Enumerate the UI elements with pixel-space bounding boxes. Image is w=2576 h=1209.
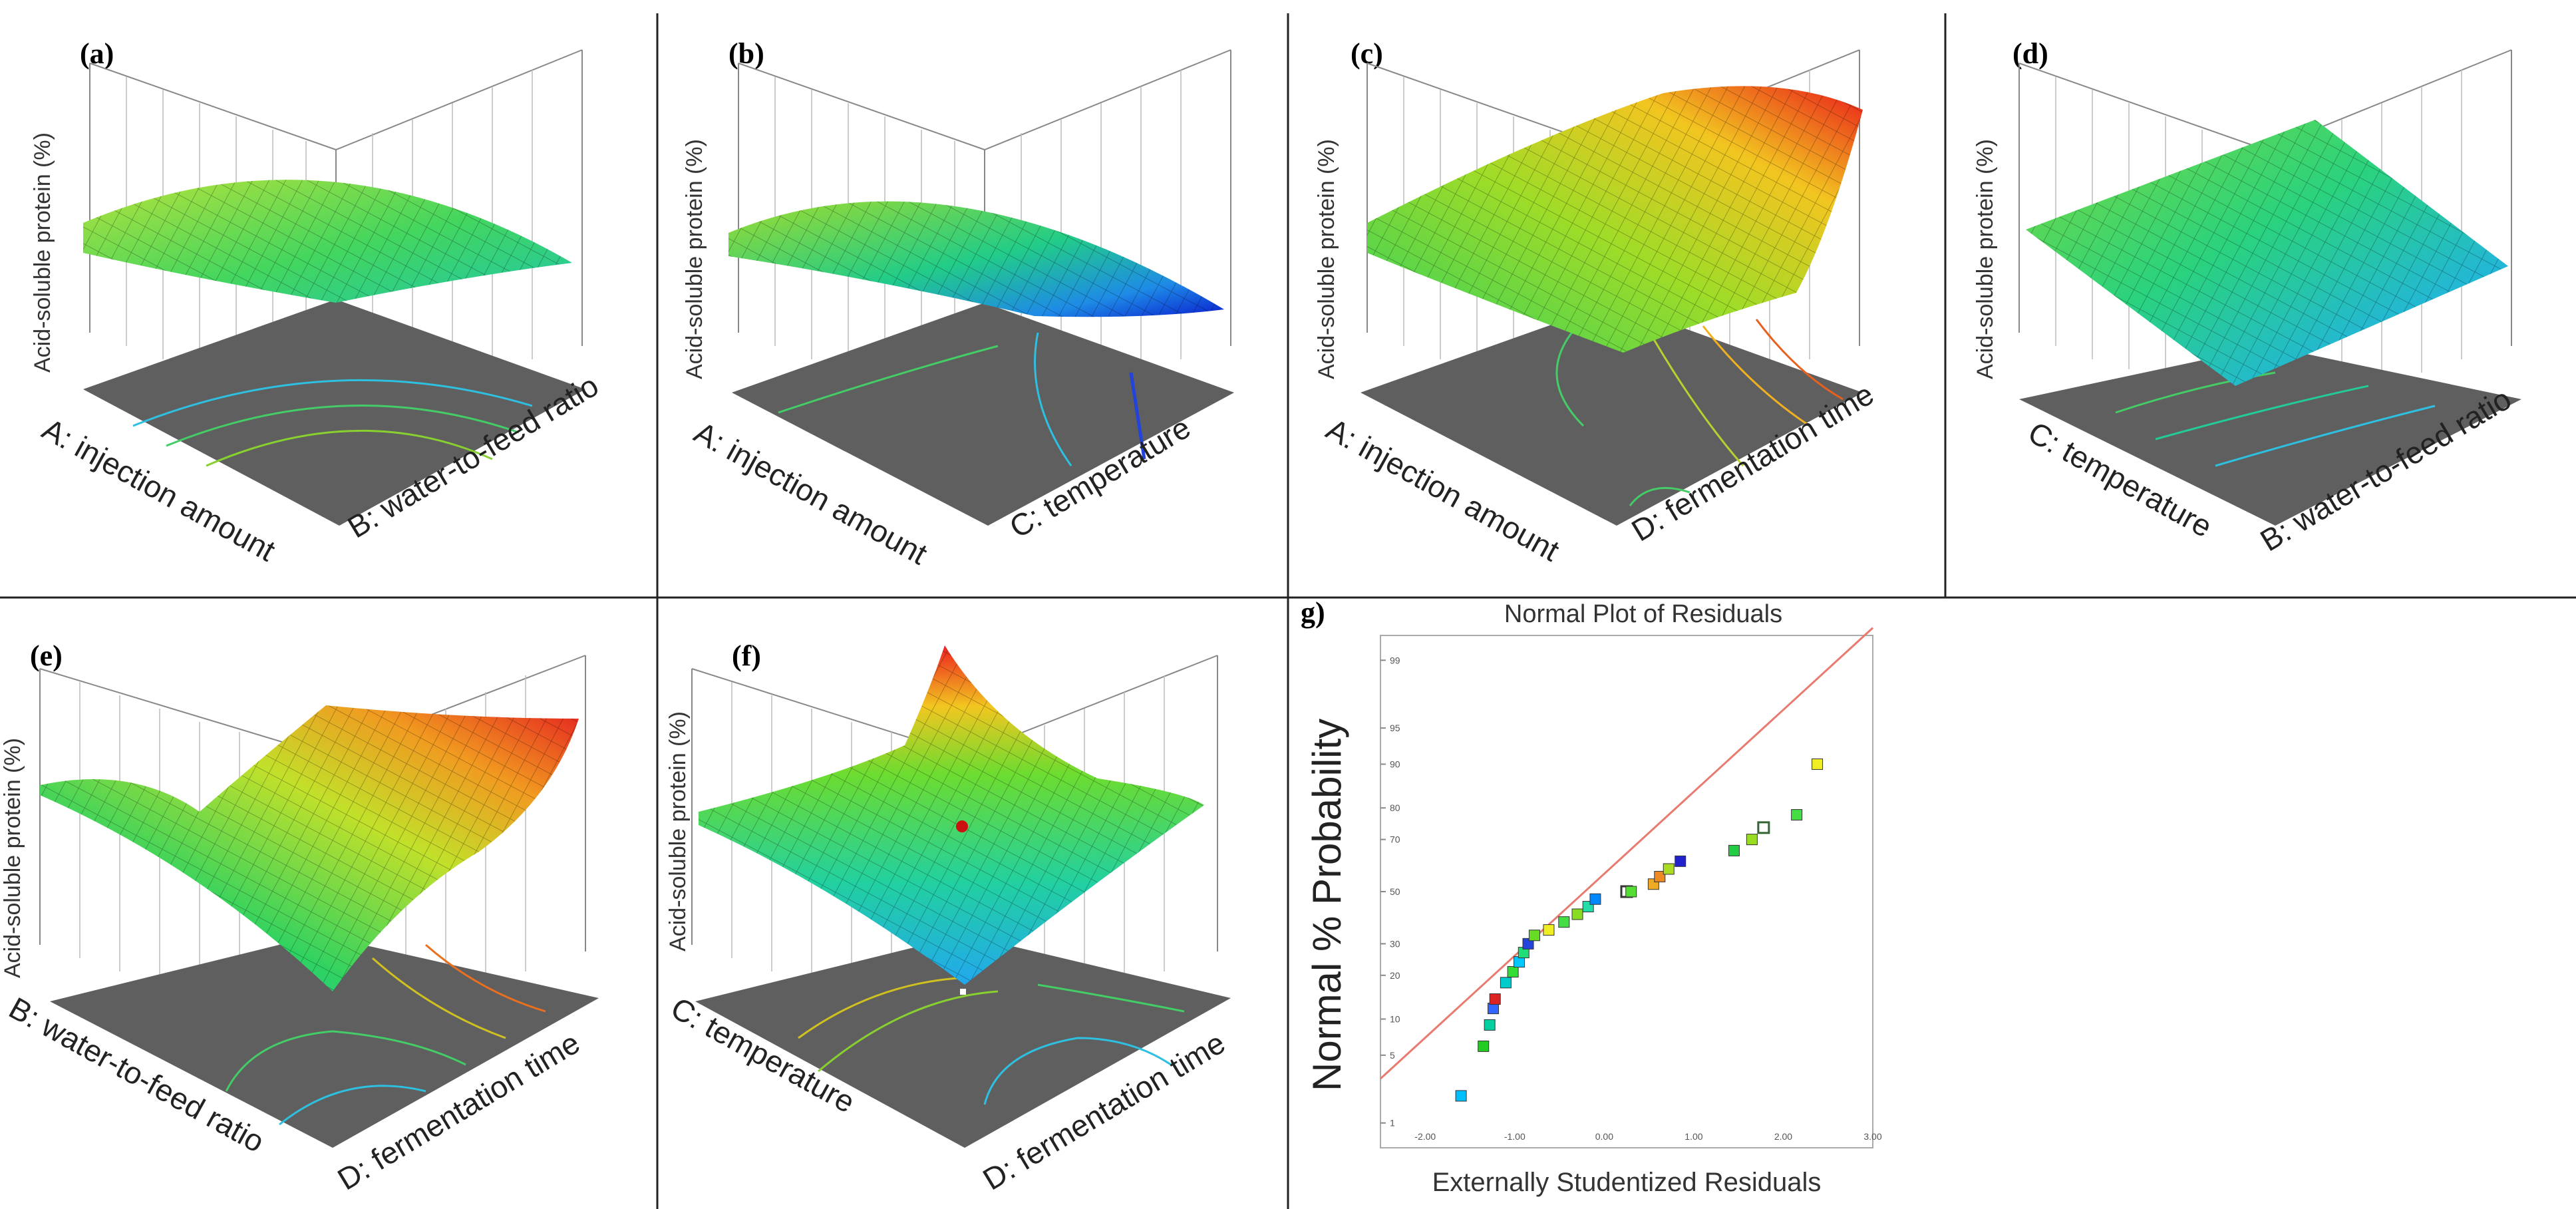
x-tick-label: -2.00 [1414,1131,1436,1142]
residual-point [1571,908,1583,920]
panel-d: (d) Acid-soluble protein (%) C: temperat… [1973,37,2521,558]
panel-g-x-ticks: -2.00 -1.00 0.00 1.00 2.00 3.00 [1414,1131,1882,1142]
residual-point [1478,1040,1490,1052]
panel-a-zlabel: Acid-soluble protein (%) [30,132,55,373]
panel-c: (c) Acid-soluble protein (%) A: injectio… [1314,37,1879,568]
panel-c-zlabel: Acid-soluble protein (%) [1314,139,1339,379]
panel-d-mesh [2026,120,2508,386]
panel-e-zlabel: Acid-soluble protein (%) [0,738,25,978]
y-tick-label: 20 [1390,970,1400,981]
panel-b: (b) Acid-soluble protein (%) A: injectio… [682,37,1234,572]
panel-b-mesh [728,201,1224,317]
y-tick-label: 70 [1390,834,1400,845]
y-tick-label: 30 [1390,938,1400,949]
residual-point [1522,938,1534,950]
residual-point [1654,870,1666,882]
panel-f-contour-lines [798,977,1185,1105]
residual-point [1625,886,1637,898]
y-tick-label: 99 [1390,655,1400,665]
panel-d-zlabel: Acid-soluble protein (%) [1973,139,1998,379]
panel-a-contour-lines [132,379,533,467]
panel-f: (f) Acid-soluble protein (%) C: temperat… [665,639,1231,1197]
residual-point [1488,1003,1500,1015]
panel-a: (a) Acid-soluble protein (%) A: injectio… [30,37,604,568]
x-tick-label: 3.00 [1863,1131,1881,1142]
panel-e: (e) Acid-soluble protein (%) B: water-to… [0,639,599,1197]
panel-b-contour-lines [778,332,1146,466]
residual-point [1543,924,1555,936]
panel-a-contour-floor [83,299,585,526]
y-tick-label: 95 [1390,723,1400,733]
y-tick-label: 10 [1390,1014,1400,1025]
panel-a-mesh [83,180,572,303]
residual-point [1728,844,1740,856]
panel-f-contour-floor [695,935,1231,1148]
panel-b-zlabel: Acid-soluble protein (%) [682,139,707,379]
residual-point [1812,758,1824,770]
x-tick-label: 1.00 [1685,1131,1702,1142]
panel-b-contour-floor [732,303,1234,526]
residual-point [1507,966,1519,978]
residual-point [1663,863,1675,875]
residual-point [1589,893,1601,905]
residual-point [1528,930,1540,942]
y-tick-label: 5 [1390,1050,1395,1061]
y-tick-label: 1 [1390,1118,1395,1128]
panel-g-label: g) [1301,596,1325,629]
residual-point [1489,993,1501,1005]
y-tick-label: 90 [1390,759,1400,769]
panel-g-ylabel: Normal % Probability [1305,719,1349,1091]
panel-c-mesh [1367,86,1863,353]
residual-point [1746,834,1758,846]
x-tick-label: -1.00 [1504,1131,1526,1142]
panel-grid-lines [0,13,2576,1209]
panel-g-reference-line [1379,627,1874,1080]
panel-a-label: (a) [80,37,114,70]
panel-f-mesh [699,645,1204,985]
panel-d-contour-floor [2019,346,2521,526]
x-tick-label: 2.00 [1774,1131,1792,1142]
panel-g-xlabel: Externally Studentized Residuals [1432,1168,1822,1197]
panel-e-label: (e) [30,639,63,672]
y-tick-label: 80 [1390,802,1400,813]
panel-e-mesh [40,705,579,991]
panel-e-contour-floor [50,935,599,1148]
residual-point [1484,1019,1496,1031]
residual-point [1791,809,1803,821]
residual-point [1757,821,1770,834]
panel-b-label: (b) [728,37,764,70]
residual-point [1500,977,1512,989]
panel-f-floor-marker [960,989,966,995]
residual-point [1455,1090,1467,1102]
panel-d-label: (d) [2012,37,2048,70]
y-tick-label: 50 [1390,886,1400,897]
residual-point [1675,855,1687,867]
panel-g-normal-plot: g) Normal Plot of Residuals Normal % Pro… [1301,596,1882,1197]
panel-g-y-ticks: 1 5 10 20 30 50 70 80 90 95 99 [1380,655,1400,1128]
x-tick-label: 0.00 [1595,1131,1613,1142]
panel-g-title: Normal Plot of Residuals [1504,600,1782,628]
residual-point [1558,916,1570,928]
panel-f-zlabel: Acid-soluble protein (%) [665,711,691,951]
panel-g-points [1455,758,1824,1102]
panel-f-label: (f) [732,639,761,672]
panel-f-design-point [956,820,968,832]
panel-e-contour-lines [225,944,546,1126]
panel-c-contour-floor [1361,303,1863,526]
